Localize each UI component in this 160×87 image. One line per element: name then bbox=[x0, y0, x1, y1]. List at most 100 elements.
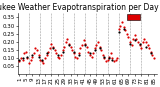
Point bbox=[150, 53, 152, 54]
Point bbox=[61, 49, 64, 51]
Point bbox=[105, 61, 107, 62]
Point bbox=[34, 48, 37, 49]
Point bbox=[148, 48, 151, 49]
Point bbox=[100, 49, 102, 51]
Point bbox=[89, 54, 91, 56]
Point bbox=[109, 53, 112, 54]
Point bbox=[138, 43, 141, 44]
Point bbox=[122, 28, 125, 30]
Point bbox=[89, 53, 91, 54]
Point bbox=[26, 57, 29, 59]
Point bbox=[21, 59, 24, 60]
Point bbox=[116, 57, 118, 59]
Point bbox=[108, 56, 110, 57]
Point bbox=[69, 46, 72, 47]
Point bbox=[76, 57, 78, 59]
Point bbox=[98, 48, 101, 49]
Point bbox=[26, 56, 29, 57]
Point bbox=[18, 61, 21, 62]
Point bbox=[61, 51, 64, 52]
Point bbox=[45, 53, 48, 54]
Point bbox=[84, 43, 86, 44]
Point bbox=[119, 25, 122, 26]
Point bbox=[130, 44, 133, 46]
Point bbox=[21, 57, 24, 59]
Point bbox=[135, 38, 138, 39]
Point bbox=[137, 41, 139, 43]
Point bbox=[90, 56, 93, 57]
Point bbox=[74, 56, 77, 57]
Point bbox=[41, 59, 43, 60]
Point bbox=[129, 43, 131, 44]
Title: Milwaukee Weather Evapotranspiration per Day (Ozs sq/ft): Milwaukee Weather Evapotranspiration per… bbox=[0, 3, 160, 12]
Point bbox=[29, 59, 32, 60]
Point bbox=[121, 22, 123, 23]
Point bbox=[151, 54, 154, 56]
Point bbox=[32, 53, 35, 54]
Point bbox=[28, 62, 30, 64]
Point bbox=[73, 53, 75, 54]
Point bbox=[113, 61, 115, 62]
Point bbox=[55, 53, 58, 54]
Point bbox=[97, 41, 99, 43]
Point bbox=[44, 57, 46, 59]
Point bbox=[18, 59, 21, 60]
Point bbox=[84, 44, 86, 46]
Point bbox=[138, 44, 141, 46]
Point bbox=[87, 51, 90, 52]
Point bbox=[57, 54, 59, 56]
Point bbox=[37, 54, 40, 56]
Point bbox=[129, 41, 131, 43]
Point bbox=[20, 57, 22, 59]
Point bbox=[153, 57, 155, 59]
Point bbox=[68, 44, 70, 46]
Point bbox=[82, 40, 85, 41]
Point bbox=[125, 33, 128, 34]
Point bbox=[140, 48, 142, 49]
Point bbox=[103, 56, 106, 57]
Point bbox=[92, 53, 94, 54]
Point bbox=[111, 57, 114, 59]
Point bbox=[60, 54, 62, 56]
Point bbox=[45, 54, 48, 56]
Point bbox=[73, 51, 75, 52]
Point bbox=[114, 59, 117, 60]
Point bbox=[122, 27, 125, 28]
Point bbox=[106, 59, 109, 60]
Point bbox=[41, 61, 43, 62]
Point bbox=[36, 49, 38, 51]
Point bbox=[66, 38, 69, 39]
Point bbox=[103, 57, 106, 59]
Point bbox=[98, 46, 101, 47]
Point bbox=[101, 54, 104, 56]
Point bbox=[145, 46, 147, 47]
Point bbox=[49, 48, 51, 49]
Point bbox=[77, 54, 80, 56]
Point bbox=[68, 43, 70, 44]
Point bbox=[150, 51, 152, 52]
Point bbox=[127, 36, 130, 38]
Point bbox=[37, 56, 40, 57]
Point bbox=[52, 46, 54, 47]
Point bbox=[50, 43, 53, 44]
Point bbox=[23, 53, 25, 54]
Point bbox=[108, 57, 110, 59]
Point bbox=[77, 53, 80, 54]
Bar bbox=[127, 14, 140, 20]
Point bbox=[53, 49, 56, 51]
Point bbox=[71, 49, 74, 51]
Point bbox=[124, 30, 126, 31]
Point bbox=[65, 41, 67, 43]
Point bbox=[132, 38, 134, 39]
Point bbox=[58, 57, 61, 59]
Point bbox=[141, 41, 144, 43]
Point bbox=[133, 35, 136, 36]
Point bbox=[39, 59, 42, 60]
Point bbox=[93, 48, 96, 49]
Point bbox=[79, 48, 82, 49]
Point bbox=[143, 38, 146, 39]
Point bbox=[85, 46, 88, 47]
Point bbox=[93, 49, 96, 51]
Point bbox=[63, 46, 66, 47]
Point bbox=[111, 59, 114, 60]
